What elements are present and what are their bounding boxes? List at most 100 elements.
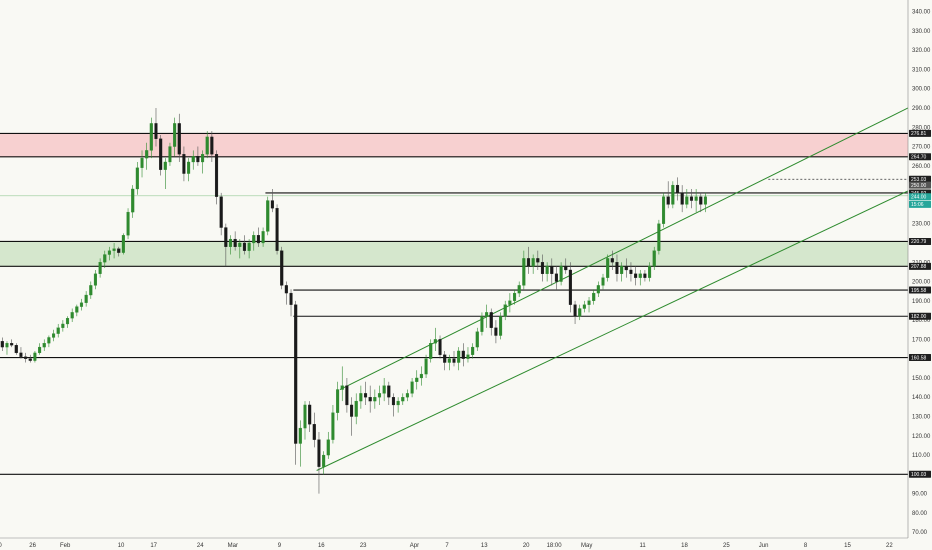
x-tick-label: 10 (118, 543, 125, 549)
candle-body (182, 154, 186, 174)
candle (75, 304, 79, 317)
candle-body (699, 196, 703, 205)
candle (266, 196, 270, 236)
candle (98, 258, 102, 278)
candle-body (629, 269, 633, 274)
current-price-tag-text: 250.00 (911, 183, 927, 189)
candle (322, 451, 326, 475)
levels-layer (0, 132, 908, 475)
y-tick-label: 200.00 (912, 280, 931, 286)
candle-body (317, 439, 321, 467)
candle (331, 404, 335, 444)
candle (694, 188, 698, 213)
candle (0, 337, 4, 351)
candle-body (33, 352, 37, 361)
candle (373, 389, 377, 409)
level-price-tag: 264.70 (909, 153, 931, 161)
y-tick-label: 150.00 (912, 376, 931, 382)
candle (363, 381, 368, 405)
candle-body (652, 250, 656, 267)
candle-body (438, 339, 442, 355)
x-tick-label: Apr (410, 543, 419, 549)
candle (480, 312, 484, 336)
candle-body (433, 339, 437, 344)
candle (522, 250, 526, 290)
candle-body (84, 294, 88, 303)
candle-body (112, 248, 116, 251)
candle-body (634, 273, 638, 278)
candle-body (65, 318, 70, 325)
candle-body (159, 138, 163, 170)
candle (452, 350, 456, 367)
candle (666, 181, 670, 209)
candle-body (38, 346, 42, 354)
candle-body (643, 273, 647, 278)
candle (228, 235, 233, 255)
candle (140, 150, 144, 178)
current-price-tag: 250.00 (909, 181, 931, 189)
candle-body (56, 327, 60, 334)
candle-body (242, 242, 247, 251)
candle (419, 366, 423, 386)
candle (47, 335, 51, 348)
candle (145, 142, 149, 170)
candle-body (42, 343, 46, 348)
candle-body (526, 258, 531, 267)
candle-body (452, 358, 456, 363)
candle-body (363, 393, 368, 398)
candle-body (661, 196, 666, 224)
candle-body (396, 400, 400, 406)
candle-body (103, 254, 107, 263)
level-price-tag-bg (909, 286, 931, 294)
candle (154, 107, 158, 147)
candle-body (75, 306, 79, 313)
candle-body (47, 337, 51, 344)
candle (159, 134, 163, 176)
level-price-tag: 276.81 (909, 129, 931, 137)
y-tick-label: 120.00 (912, 434, 931, 440)
candle-body (359, 393, 363, 402)
candle-body (214, 154, 219, 197)
candle-body (126, 211, 130, 236)
candle (261, 227, 265, 247)
x-tick-label: 7 (445, 543, 449, 549)
y-tick-label: 70.00 (912, 530, 928, 536)
candle-body (154, 123, 158, 139)
candle-body (373, 397, 377, 402)
candle-body (326, 439, 330, 456)
candle-body (512, 292, 517, 301)
candle-body (52, 333, 56, 338)
candle-body (582, 304, 586, 309)
candle (191, 150, 195, 170)
level-price-tag-text: 160.58 (911, 355, 927, 361)
candle-body (233, 238, 237, 247)
candle (233, 231, 237, 251)
candle (499, 312, 503, 340)
candle-body (14, 345, 18, 354)
candle (303, 401, 307, 440)
level-price-tag-text: 182.00 (911, 314, 927, 320)
candle-body (657, 223, 661, 251)
candle-body (61, 323, 65, 328)
candle (615, 254, 619, 282)
candle (168, 142, 172, 166)
candle (201, 150, 205, 174)
candle-body (387, 385, 391, 398)
candle (52, 329, 56, 342)
candle (14, 343, 18, 355)
candle-body (680, 192, 684, 205)
candle-body (294, 304, 298, 444)
current-price-tag-text: 244.00 (911, 194, 927, 200)
y-tick-label: 290.00 (912, 106, 931, 112)
candle (340, 366, 344, 402)
candle (65, 316, 70, 328)
level-price-tag-bg (909, 312, 931, 320)
candle (24, 352, 28, 363)
y-axis: 340.00 330.00 320.00 310.00 300.00 290.00 280.… (907, 0, 932, 550)
candle (671, 181, 675, 209)
candle-body (517, 285, 521, 294)
candle (620, 262, 624, 282)
candle (387, 381, 391, 405)
